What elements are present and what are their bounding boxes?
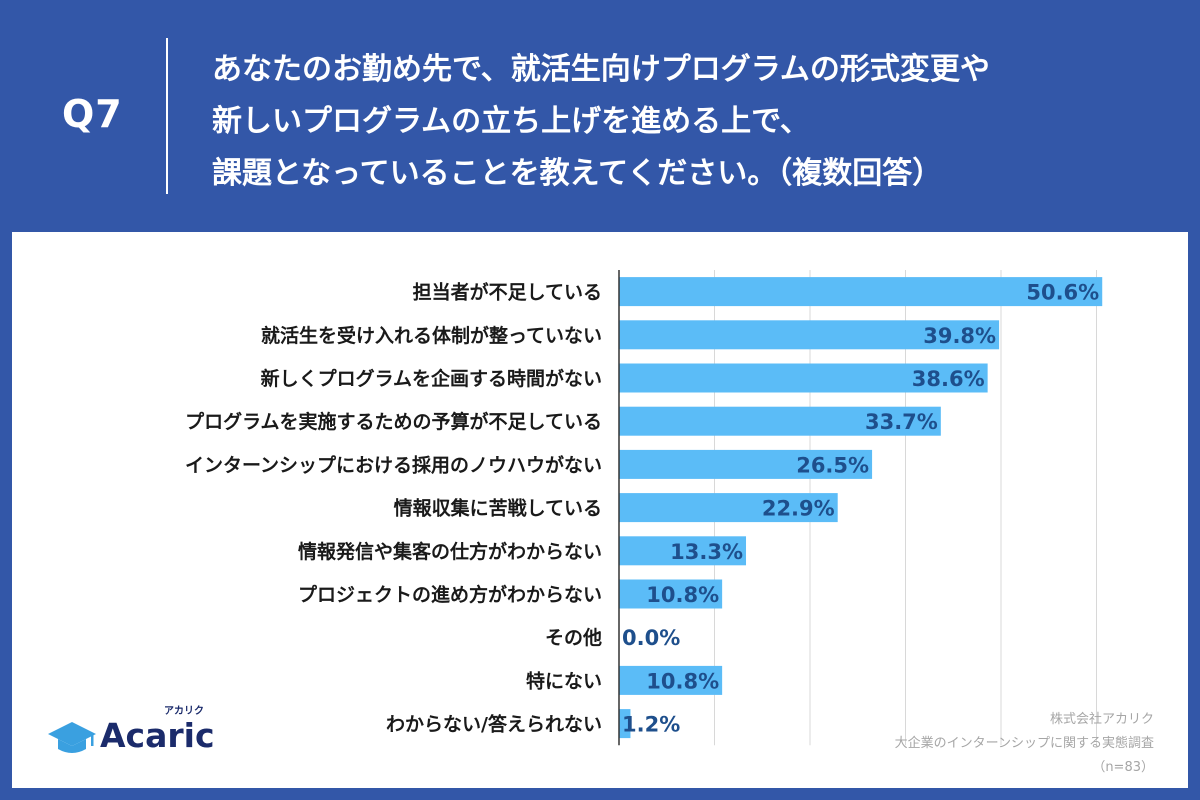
question-text: あなたのお勤め先で、就活生向けプログラムの形式変更や 新しいプログラムの立ち上げ… [212,44,1172,200]
category-label: プログラムを実施するための予算が不足している [185,410,602,433]
source-sample: （n=83） [1092,760,1154,775]
question-line-2: 新しいプログラムの立ち上げを進める上で、 [212,104,810,139]
value-label: 10.8% [646,669,719,693]
logo-text: Acaric [100,716,215,755]
value-label: 13.3% [670,540,743,564]
chart-panel: 担当者が不足している 50.6% 就活生を受け入れる体制が整っていない 39.8% 新し… [12,232,1188,788]
value-label: 39.8% [923,324,996,348]
bar-chart: 担当者が不足している 50.6% 就活生を受け入れる体制が整っていない 39.8% 新し… [185,270,1103,746]
logo-kana: アカリク [164,706,204,717]
value-label: 1.2% [622,713,680,737]
question-line-1: あなたのお勤め先で、就活生向けプログラムの形式変更や [212,52,990,87]
source-note: 株式会社アカリク 大企業のインターンシップに関する実態調査 （n=83） [895,708,1154,780]
value-label: 38.6% [912,367,985,391]
value-label: 33.7% [865,410,938,434]
question-number: Q7 [62,92,123,136]
value-label: 22.9% [762,497,835,521]
header: Q7 あなたのお勤め先で、就活生向けプログラムの形式変更や 新しいプログラムの立… [0,0,1200,230]
category-label: インターンシップにおける採用のノウハウがない [185,453,602,476]
source-company: 株式会社アカリク [1049,712,1154,727]
category-label: 担当者が不足している [413,281,602,304]
graduation-cap-icon [48,722,96,753]
category-label: 情報発信や集客の仕方がわからない [298,540,602,563]
category-label: 特にない [526,670,602,692]
question-line-3: 課題となっていることを教えてください。（複数回答） [212,156,943,191]
value-label: 50.6% [1026,281,1099,305]
acaric-logo: Acaric アカリク [46,706,236,762]
value-label: 0.0% [622,626,680,650]
category-label: プロジェクトの進め方がわからない [298,583,602,606]
bar [619,406,941,436]
value-label: 10.8% [646,583,719,607]
bar [619,493,838,523]
bar [619,320,1000,350]
bar [619,277,1103,307]
value-label: 26.5% [796,453,869,477]
bar [619,579,723,609]
source-survey: 大企業のインターンシップに関する実態調査 [894,736,1154,751]
bar [619,709,631,739]
bar [619,363,988,393]
bar [619,665,723,695]
category-label: 新しくプログラムを企画する時間がない [261,367,602,390]
category-label: その他 [545,626,602,649]
category-label: 情報収集に苦戦している [394,497,602,520]
header-divider [166,38,168,194]
bar [619,449,873,479]
bar [619,536,747,566]
category-label: 就活生を受け入れる体制が整っていない [261,324,602,347]
category-label: わからない/答えられない [386,713,602,736]
